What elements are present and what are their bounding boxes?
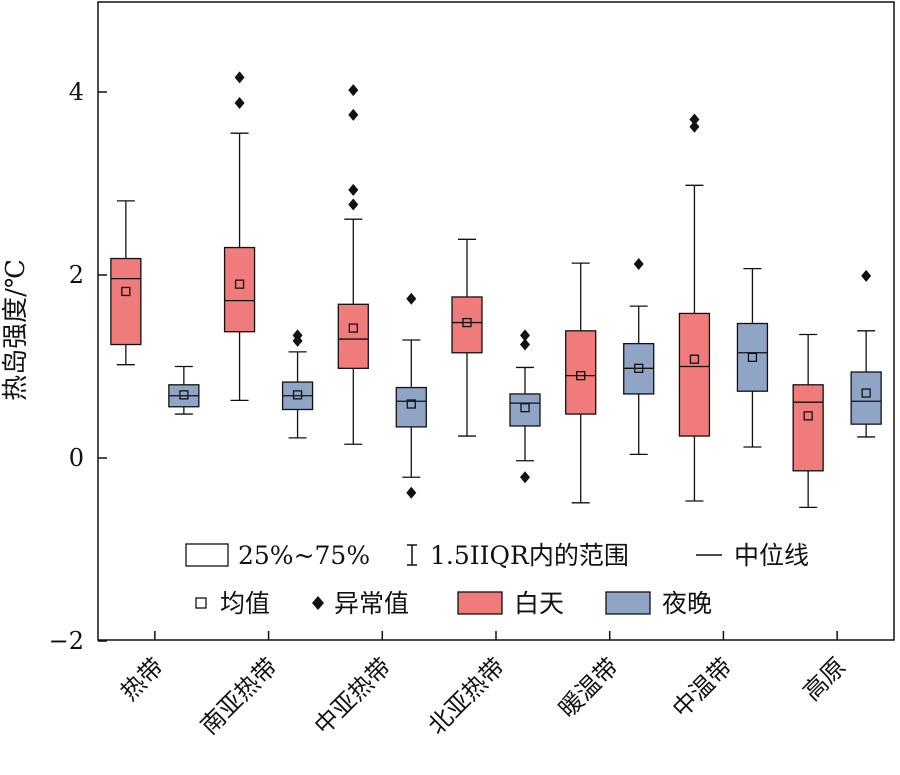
x-category-label: 中温带 bbox=[667, 652, 738, 723]
iqr-box bbox=[850, 371, 882, 425]
y-axis-label: 热岛强度/℃ bbox=[1, 259, 31, 401]
legend-day-label: 白天 bbox=[514, 589, 564, 618]
mean-marker bbox=[803, 411, 813, 421]
iqr-box bbox=[678, 312, 711, 437]
x-category-label: 暖温带 bbox=[553, 652, 624, 723]
y-tick-label: −2 bbox=[49, 627, 84, 655]
legend-night-swatch bbox=[605, 591, 651, 615]
iqr-box bbox=[792, 384, 824, 472]
legend-night-label: 夜晚 bbox=[662, 589, 712, 618]
mean-marker bbox=[234, 279, 245, 289]
mean-marker bbox=[406, 399, 416, 409]
box-night-0 bbox=[168, 365, 200, 415]
legend-whisker-label: 1.5IIQR内的范围 bbox=[430, 541, 629, 570]
outlier-point bbox=[633, 258, 644, 271]
outlier-point bbox=[292, 329, 303, 342]
outlier-point bbox=[406, 292, 417, 305]
y-tick-label: 4 bbox=[69, 78, 84, 106]
legend-day-swatch bbox=[457, 591, 503, 615]
legend-mean-swatch bbox=[195, 597, 207, 609]
outlier-point bbox=[348, 108, 359, 121]
box-day-6 bbox=[792, 333, 824, 509]
x-category-label: 北亚热带 bbox=[423, 652, 511, 740]
outlier-point bbox=[348, 84, 359, 97]
box-series bbox=[110, 71, 882, 509]
mean-marker bbox=[179, 390, 189, 400]
box-day-5 bbox=[678, 113, 711, 502]
iqr-box bbox=[565, 330, 597, 415]
x-axis: 热带 南亚热带 中亚热带 北亚热带 暖温带 中温带 高原 bbox=[115, 631, 851, 740]
box-night-2 bbox=[395, 292, 427, 499]
outlier-point bbox=[861, 269, 872, 282]
box-night-1 bbox=[281, 329, 314, 439]
x-category-label: 热带 bbox=[115, 652, 169, 706]
mean-marker bbox=[292, 390, 303, 400]
iqr-box bbox=[223, 246, 256, 333]
box-night-4 bbox=[623, 258, 655, 455]
y-tick-label: 2 bbox=[69, 261, 84, 289]
box-night-6 bbox=[850, 269, 882, 438]
outlier-point bbox=[689, 120, 700, 133]
mean-marker bbox=[348, 323, 358, 333]
outlier-point bbox=[406, 486, 417, 499]
iqr-box bbox=[110, 257, 142, 346]
y-tick-label: 0 bbox=[69, 444, 84, 472]
mean-marker bbox=[861, 388, 871, 398]
mean-marker bbox=[576, 370, 586, 381]
outlier-point bbox=[520, 338, 530, 351]
outlier-point bbox=[234, 71, 245, 84]
mean-marker bbox=[634, 363, 644, 373]
x-category-label: 高原 bbox=[798, 652, 852, 706]
outlier-point bbox=[348, 198, 359, 211]
outlier-point bbox=[689, 113, 700, 126]
x-category-label: 中亚热带 bbox=[309, 652, 397, 740]
box-day-3 bbox=[451, 238, 483, 437]
box-day-0 bbox=[110, 200, 142, 366]
box-night-3 bbox=[509, 329, 541, 484]
mean-marker bbox=[747, 352, 758, 363]
iqr-box bbox=[736, 322, 769, 392]
legend-mean-label: 均值 bbox=[220, 589, 270, 618]
outlier-point bbox=[520, 471, 530, 484]
mean-marker bbox=[689, 354, 700, 364]
legend-iqr-swatch bbox=[185, 543, 229, 567]
box-day-2 bbox=[337, 84, 369, 445]
mean-marker bbox=[121, 286, 131, 297]
outlier-point bbox=[520, 329, 530, 342]
y-axis: 4 2 0 −2 bbox=[49, 78, 107, 655]
box-night-5 bbox=[736, 267, 769, 448]
iqr-box bbox=[509, 393, 541, 427]
iqr-box bbox=[451, 296, 483, 354]
legend-outlier-label: 异常值 bbox=[334, 589, 409, 618]
x-category-label: 南亚热带 bbox=[195, 652, 283, 740]
mean-marker bbox=[520, 403, 530, 413]
legend-outlier-swatch bbox=[312, 596, 324, 610]
outlier-point bbox=[234, 96, 245, 109]
legend-iqr-label: 25%~75% bbox=[238, 541, 370, 570]
iqr-box bbox=[395, 386, 427, 428]
box-day-4 bbox=[565, 262, 597, 504]
box-day-1 bbox=[223, 71, 256, 402]
legend-median-label: 中位线 bbox=[734, 541, 809, 570]
outlier-point bbox=[348, 183, 359, 196]
mean-marker bbox=[462, 317, 472, 328]
iqr-box bbox=[337, 303, 369, 369]
